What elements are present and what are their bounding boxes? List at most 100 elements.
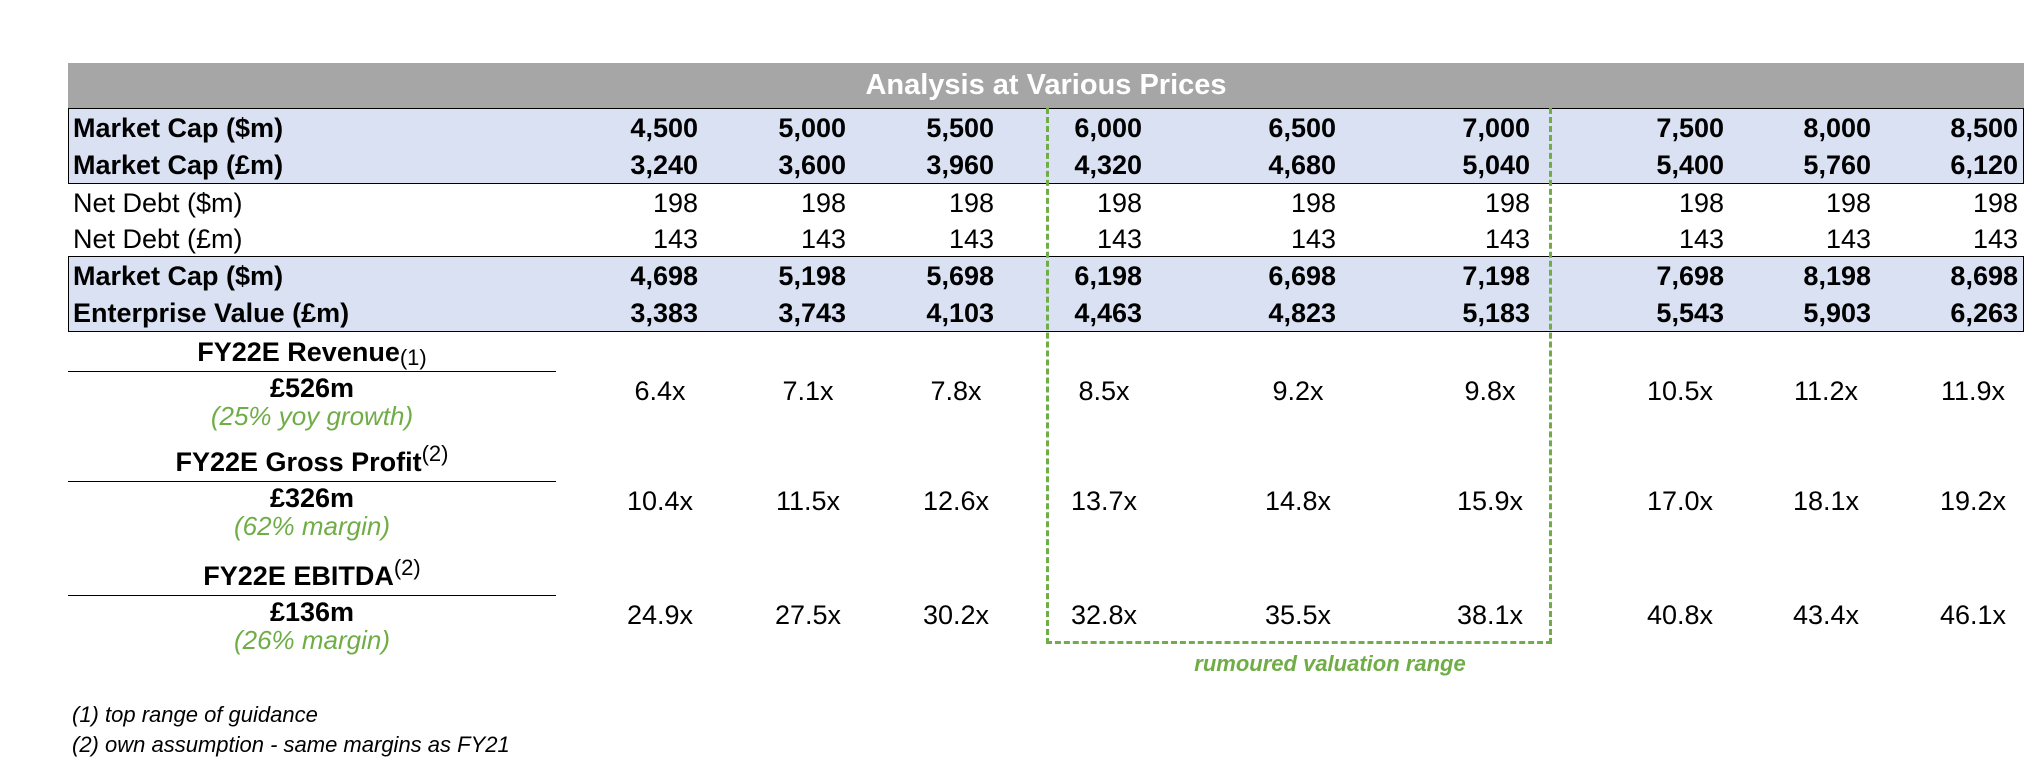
table-cell: 3,743: [778, 298, 846, 328]
table-cell: 8,500: [1950, 113, 2018, 143]
multiple-cell: 9.2x: [1272, 376, 1324, 406]
table-cell: 198: [1096, 188, 1142, 218]
table-row: Market Cap ($m) 4,500 5,000 5,500 6,000 6,500…: [68, 110, 2024, 147]
multiple-row: 10.4x 11.5x 12.6x 13.7x 14.8x 15.9x 17.0x 18.1x…: [0, 481, 2038, 521]
table-cell: 143: [1484, 224, 1530, 254]
rumoured-range-box: [1046, 108, 1552, 644]
table-cell: 5,698: [926, 261, 994, 291]
multiple-cell: 12.6x: [922, 486, 990, 516]
table-cell: 5,543: [1656, 298, 1724, 328]
table-cell: 6,198: [1074, 261, 1142, 291]
table-row: Net Debt ($m) 198 198 198 198 198 198 198 198 198: [68, 185, 2024, 222]
multiple-cell: 46.1x: [1939, 600, 2007, 630]
multiple-divider: [68, 595, 556, 596]
table-cell: 7,698: [1656, 261, 1724, 291]
table-cell: 198: [1290, 188, 1336, 218]
multiple-cell: 10.5x: [1646, 376, 1714, 406]
multiple-cell: 6.4x: [634, 376, 686, 406]
table-cell: 4,823: [1268, 298, 1336, 328]
multiple-cell: 35.5x: [1264, 600, 1332, 630]
footnote-1: (1) top range of guidance: [72, 702, 318, 727]
multiple-row: 24.9x 27.5x 30.2x 32.8x 35.5x 38.1x 40.8x 43.4x…: [0, 595, 2038, 635]
multiple-title: FY22E Revenue(1): [68, 337, 556, 370]
multiple-cell: 27.5x: [774, 600, 842, 630]
multiple-base-value: £326m: [269, 483, 355, 513]
row-label: Market Cap ($m): [73, 261, 284, 291]
multiple-cell: 17.0x: [1646, 486, 1714, 516]
table-cell: 7,500: [1656, 113, 1724, 143]
multiple-cell: 19.2x: [1939, 486, 2007, 516]
rumoured-range-label: rumoured valuation range: [1194, 651, 1466, 676]
table-cell: 143: [652, 224, 698, 254]
table-cell: 3,960: [926, 150, 994, 180]
table-cell: 8,698: [1950, 261, 2018, 291]
multiple-cell: 9.8x: [1464, 376, 1516, 406]
table-cell: 143: [948, 224, 994, 254]
footnote-2: (2) own assumption - same margins as FY2…: [72, 732, 510, 757]
table-cell: 6,120: [1950, 150, 2018, 180]
multiple-cell: 11.9x: [1940, 376, 2006, 406]
table-cell: 198: [1678, 188, 1724, 218]
multiple-cell: 14.8x: [1264, 486, 1332, 516]
table-cell: 5,198: [778, 261, 846, 291]
multiple-cell: 7.8x: [930, 376, 982, 406]
table-cell: 8,198: [1803, 261, 1871, 291]
table-cell: 5,183: [1462, 298, 1530, 328]
table-cell: 143: [1290, 224, 1336, 254]
table-cell: 5,760: [1803, 150, 1871, 180]
table-row: Enterprise Value (£m) 3,383 3,743 4,103 4,46…: [68, 295, 2024, 332]
table-cell: 6,000: [1074, 113, 1142, 143]
table-cell: 4,320: [1074, 150, 1142, 180]
row-label: Net Debt (£m): [73, 224, 243, 254]
multiple-cell: 38.1x: [1456, 600, 1524, 630]
table-cell: 5,040: [1462, 150, 1530, 180]
table-cell: 4,680: [1268, 150, 1336, 180]
multiple-title: FY22E Gross Profit(2): [68, 441, 556, 478]
table-cell: 6,698: [1268, 261, 1336, 291]
multiple-note: (26% margin): [233, 625, 391, 655]
table-cell: 198: [1825, 188, 1871, 218]
multiple-cell: 18.1x: [1792, 486, 1860, 516]
multiple-title-text: FY22E Revenue: [197, 337, 400, 367]
table-cell: 6,500: [1268, 113, 1336, 143]
multiple-note: (62% margin): [233, 511, 391, 541]
table-cell: 8,000: [1803, 113, 1871, 143]
multiple-row: 6.4x 7.1x 7.8x 8.5x 9.2x 9.8x 10.5x 11.2x 11.9x: [0, 371, 2038, 411]
multiple-cell: 32.8x: [1070, 600, 1138, 630]
row-label: Net Debt ($m): [73, 188, 243, 218]
table-cell: 5,903: [1803, 298, 1871, 328]
table-cell: 3,383: [630, 298, 698, 328]
table-cell: 198: [800, 188, 846, 218]
multiple-cell: 13.7x: [1070, 486, 1138, 516]
multiple-note: (25% yoy growth): [210, 401, 414, 431]
multiple-divider: [68, 371, 556, 372]
table-title: Analysis at Various Prices: [68, 63, 2024, 108]
table-cell: 4,103: [926, 298, 994, 328]
multiple-cell: 30.2x: [922, 600, 990, 630]
table-cell: 5,500: [926, 113, 994, 143]
table-cell: 5,400: [1656, 150, 1724, 180]
multiple-divider: [68, 481, 556, 482]
multiple-base-value: £526m: [269, 373, 355, 403]
multiple-title-text: FY22E Gross Profit: [175, 447, 422, 477]
multiple-cell: 15.9x: [1456, 486, 1524, 516]
table-cell: 198: [652, 188, 698, 218]
table-cell: 4,500: [630, 113, 698, 143]
table-cell: 3,600: [778, 150, 846, 180]
multiple-cell: 11.5x: [775, 486, 841, 516]
multiple-cell: 7.1x: [782, 376, 834, 406]
footnote-ref: (2): [393, 555, 421, 580]
footnote-ref: (1): [399, 345, 427, 370]
multiple-cell: 11.2x: [1793, 376, 1859, 406]
multiple-cell: 24.9x: [626, 600, 694, 630]
table-row: Market Cap ($m) 4,698 5,198 5,698 6,198 6,698…: [68, 258, 2024, 295]
table-cell: 4,698: [630, 261, 698, 291]
table-cell: 143: [1825, 224, 1871, 254]
row-label: Market Cap (£m): [73, 150, 284, 180]
table-cell: 5,000: [778, 113, 846, 143]
row-label: Market Cap ($m): [73, 113, 284, 143]
multiple-title: FY22E EBITDA(2): [68, 555, 556, 592]
table-cell: 143: [1096, 224, 1142, 254]
table-cell: 198: [1972, 188, 2018, 218]
multiple-cell: 10.4x: [626, 486, 694, 516]
